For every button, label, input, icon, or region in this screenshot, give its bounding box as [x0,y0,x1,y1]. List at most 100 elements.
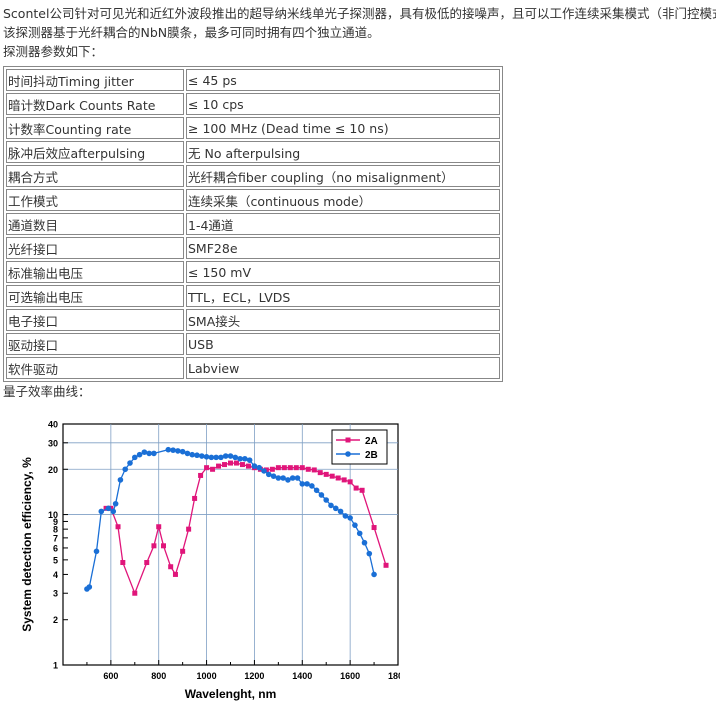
point-2A [132,590,138,596]
point-2A [359,487,365,493]
point-2B [175,448,181,454]
point-2A [161,543,166,549]
spec-name: 工作模式 [6,189,184,211]
legend-label-2A: 2A [365,436,378,447]
spec-row: 计数率Counting rate ≥ 100 MHz (Dead time ≤ 1… [6,117,500,139]
x-tick-label: 1000 [197,671,217,681]
point-2A [311,467,317,473]
point-2A [216,463,222,469]
spec-value: SMA接头 [186,309,500,331]
point-2B [136,451,143,458]
point-2B [131,454,138,461]
point-2B [86,584,93,590]
spec-value: ≤ 45 ps [186,69,500,91]
point-2B [122,466,129,473]
point-2A [222,462,228,468]
point-2A [317,470,323,476]
y-tick-label: 20 [48,465,58,475]
point-2A [281,465,287,471]
legend-marker-2B [345,451,351,457]
y-tick-label: 3 [53,589,58,599]
point-2B [313,487,320,494]
spec-value: 无 No afterpulsing [186,141,500,163]
point-2B [179,448,186,455]
y-tick-label: 40 [48,420,58,430]
point-2B [232,454,239,461]
spec-value: SMF28e [186,237,500,259]
point-2A [299,465,305,471]
spec-name: 驱动接口 [6,333,184,355]
point-2A [269,466,275,472]
x-tick-label: 1800 [388,671,400,681]
x-tick-label: 800 [151,671,166,681]
spec-value: ≤ 10 cps [186,93,500,115]
point-2B [318,492,325,498]
spec-value: 光纤耦合fiber coupling（no misalignment） [186,165,500,187]
point-2A [210,466,216,472]
point-2B [218,454,224,461]
point-2A [371,525,377,531]
spec-row: 工作模式 连续采集（continuous mode） [6,189,500,211]
spec-value: USB [186,333,500,355]
point-2B [309,483,315,489]
point-2B [328,502,334,509]
spec-name: 脉冲后效应afterpulsing [6,141,184,163]
spec-value: ≤ 150 mV [186,261,500,283]
point-2B [337,508,344,515]
point-2B [332,505,339,512]
spec-value: ≥ 100 MHz (Dead time ≤ 10 ns) [186,117,500,139]
point-2B [261,468,267,474]
point-2B [127,460,133,466]
spec-row: 光纤接口 SMF28e [6,237,500,259]
point-2B [105,505,112,512]
point-2B [251,463,258,469]
spec-name: 暗计数Dark Counts Rate [6,93,184,115]
point-2B [222,453,229,459]
x-tick-label: 600 [103,671,118,681]
point-2A [186,526,192,532]
spec-name: 电子接口 [6,309,184,331]
point-2B [198,453,205,459]
spec-name: 标准输出电压 [6,261,184,283]
point-2B [323,497,330,503]
spec-name: 计数率Counting rate [6,117,184,139]
y-tick-label: 6 [53,543,58,553]
spec-row: 电子接口 SMA接头 [6,309,500,331]
x-tick-label: 1400 [292,671,312,681]
point-2B [237,455,243,462]
point-2B [356,530,363,537]
y-tick-label: 2 [53,615,58,625]
point-2B [112,500,119,507]
point-2A [335,475,341,481]
point-2B [189,451,196,458]
spec-name: 耦合方式 [6,165,184,187]
spec-row: 时间抖动Timing jitter ≤ 45 ps [6,69,500,91]
spec-value: 1-4通道 [186,213,500,235]
point-2A [192,495,198,501]
point-2A [293,465,299,471]
point-2B [256,464,263,471]
y-tick-label: 4 [53,570,58,580]
spec-row: 软件驱动 Labview [6,357,500,379]
point-2B [270,473,277,479]
point-2B [342,513,349,519]
point-2B [285,477,291,483]
y-tick-label: 30 [48,438,58,448]
point-2A [305,466,311,472]
qe-caption: 量子效率曲线： [3,384,91,399]
point-2A [120,560,126,566]
point-2B [275,475,282,481]
point-2B [246,457,253,463]
point-2B [280,475,286,481]
spec-row: 暗计数Dark Counts Rate ≤ 10 cps [6,93,500,115]
spec-row: 脉冲后效应afterpulsing 无 No afterpulsing [6,141,500,163]
point-2B [371,571,377,578]
legend-marker-2A [345,437,351,443]
point-2A [275,465,281,471]
point-2B [294,475,301,481]
point-2B [146,450,152,457]
spec-row: 通道数目 1-4通道 [6,213,500,235]
spec-row: 可选输出电压 TTL，ECL，LVDS [6,285,500,307]
y-axis-title: System detection efficiency, % [20,457,34,632]
point-2B [203,454,210,460]
